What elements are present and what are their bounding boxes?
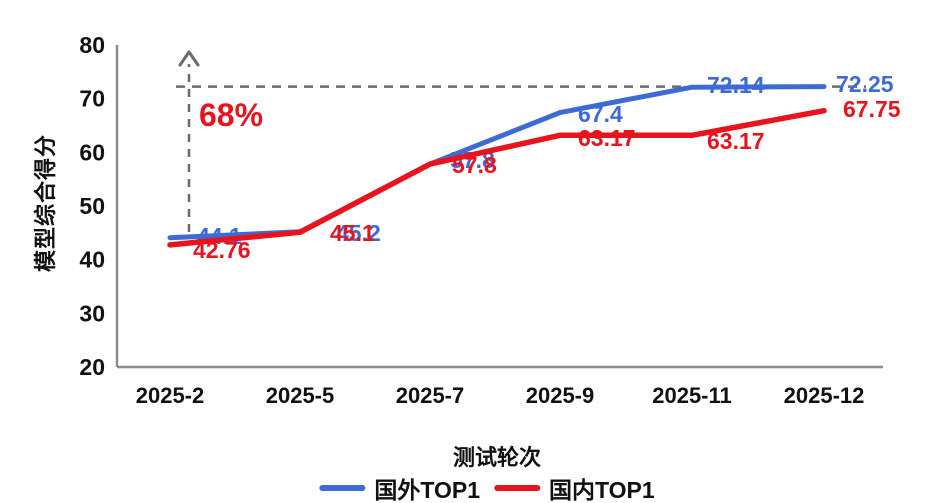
- series-line-0: [167, 84, 827, 241]
- y-tick-label: 40: [79, 247, 105, 273]
- legend: 国外TOP1 国内TOP1: [319, 471, 655, 503]
- data-label-s1-1: 45.1: [330, 220, 375, 246]
- x-tick-label: 2025-11: [652, 383, 732, 408]
- data-label-s1-2: 57.8: [452, 152, 497, 178]
- legend-item-foreign: 国外TOP1: [319, 471, 480, 503]
- y-tick-label: 50: [79, 193, 105, 219]
- legend-label-domestic: 国内TOP1: [549, 477, 655, 503]
- data-label-s0-1: 45.2: [336, 220, 381, 246]
- legend-swatch-blue: [319, 485, 366, 491]
- y-tick-label: 70: [79, 86, 105, 112]
- y-tick-label: 30: [79, 300, 105, 326]
- data-label-s1-0: 42.76: [193, 237, 251, 263]
- y-tick-label: 80: [79, 32, 105, 58]
- x-tick-label: 2025-12: [784, 383, 865, 408]
- x-tick-label: 2025-9: [526, 383, 595, 408]
- legend-item-domestic: 国内TOP1: [494, 471, 655, 503]
- data-label-s1-4: 63.17: [707, 128, 765, 154]
- arrow-head-icon: [178, 50, 200, 67]
- data-label-s1-5: 67.75: [843, 96, 901, 122]
- x-axis-title: 测试轮次: [452, 445, 542, 470]
- data-label-s0-5: 72.25: [836, 71, 894, 97]
- y-axis-title: 模型综合得分: [33, 133, 58, 273]
- data-label-s0-4: 72.14: [707, 72, 765, 98]
- x-tick-label: 2025-7: [396, 383, 465, 408]
- y-tick-label: 20: [79, 354, 105, 380]
- y-tick-label: 60: [79, 139, 105, 165]
- x-tick-label: 2025-5: [266, 383, 335, 408]
- data-label-s0-3: 67.4: [578, 101, 623, 127]
- x-tick-label: 2025-2: [136, 383, 205, 408]
- data-label-s1-3: 63.17: [578, 125, 636, 151]
- legend-swatch-red: [494, 485, 540, 491]
- legend-label-foreign: 国外TOP1: [374, 477, 480, 503]
- series-line-1: [167, 107, 827, 248]
- growth-annotation: 68%: [199, 97, 264, 133]
